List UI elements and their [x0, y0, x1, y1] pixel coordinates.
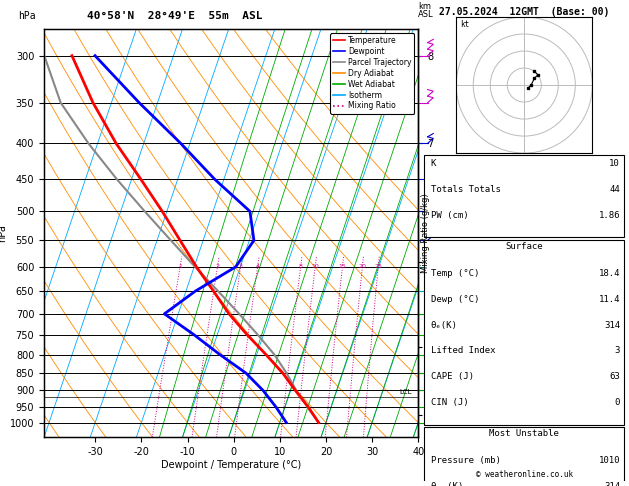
Text: 15: 15: [338, 264, 347, 269]
Text: PW (cm): PW (cm): [431, 211, 468, 220]
Text: 1: 1: [178, 264, 182, 269]
Text: 44: 44: [610, 185, 620, 194]
Text: LCL: LCL: [399, 389, 412, 395]
Text: 0: 0: [615, 398, 620, 407]
Text: 27.05.2024  12GMT  (Base: 00): 27.05.2024 12GMT (Base: 00): [439, 7, 610, 17]
Text: 18.4: 18.4: [599, 269, 620, 278]
Text: Pressure (mb): Pressure (mb): [431, 456, 501, 466]
Text: hPa: hPa: [18, 11, 35, 21]
Bar: [425, 427, 624, 486]
Text: 10: 10: [610, 159, 620, 168]
Text: 10: 10: [311, 264, 319, 269]
Text: Totals Totals: Totals Totals: [431, 185, 501, 194]
Text: kt: kt: [460, 20, 469, 29]
Text: Mixing Ratio (g/kg): Mixing Ratio (g/kg): [421, 193, 430, 273]
Text: 1.86: 1.86: [599, 211, 620, 220]
Text: 20: 20: [359, 264, 366, 269]
Text: 314: 314: [604, 321, 620, 330]
Text: K: K: [431, 159, 436, 168]
Text: θₑ(K): θₑ(K): [431, 321, 457, 330]
Text: θₑ (K): θₑ (K): [431, 482, 463, 486]
Text: © weatheronline.co.uk: © weatheronline.co.uk: [476, 470, 573, 479]
Text: 8: 8: [299, 264, 303, 269]
Text: 4: 4: [255, 264, 260, 269]
X-axis label: Dewpoint / Temperature (°C): Dewpoint / Temperature (°C): [161, 460, 301, 470]
Text: Most Unstable: Most Unstable: [489, 429, 559, 438]
Text: 2: 2: [216, 264, 220, 269]
Text: 40°58'N  28°49'E  55m  ASL: 40°58'N 28°49'E 55m ASL: [87, 11, 263, 21]
Text: 25: 25: [374, 264, 382, 269]
Bar: [425, 240, 624, 425]
Y-axis label: hPa: hPa: [0, 225, 7, 242]
Text: 314: 314: [604, 482, 620, 486]
Text: 63: 63: [610, 372, 620, 381]
Text: Dewp (°C): Dewp (°C): [431, 295, 479, 304]
Text: Surface: Surface: [506, 242, 543, 251]
Legend: Temperature, Dewpoint, Parcel Trajectory, Dry Adiabat, Wet Adiabat, Isotherm, Mi: Temperature, Dewpoint, Parcel Trajectory…: [330, 33, 415, 114]
Text: 11.4: 11.4: [599, 295, 620, 304]
Text: 3: 3: [238, 264, 243, 269]
Text: 1010: 1010: [599, 456, 620, 466]
Text: 3: 3: [615, 347, 620, 355]
Bar: [425, 156, 624, 237]
Text: Lifted Index: Lifted Index: [431, 347, 495, 355]
Text: km
ASL: km ASL: [418, 1, 434, 19]
Text: CIN (J): CIN (J): [431, 398, 468, 407]
Text: Temp (°C): Temp (°C): [431, 269, 479, 278]
Text: CAPE (J): CAPE (J): [431, 372, 474, 381]
